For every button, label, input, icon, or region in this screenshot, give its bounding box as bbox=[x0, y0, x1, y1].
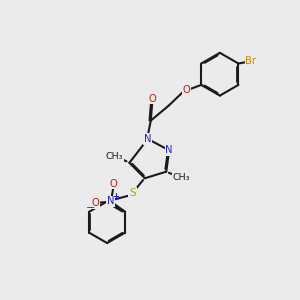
Text: +: + bbox=[112, 192, 119, 201]
Text: O: O bbox=[92, 198, 99, 208]
Text: N: N bbox=[166, 145, 173, 155]
Text: N: N bbox=[144, 134, 152, 144]
Text: CH₃: CH₃ bbox=[106, 152, 123, 161]
Text: O: O bbox=[110, 178, 118, 189]
Text: S: S bbox=[129, 188, 136, 197]
Text: CH₃: CH₃ bbox=[172, 172, 190, 182]
Text: N: N bbox=[107, 196, 115, 206]
Text: Br: Br bbox=[245, 56, 256, 66]
Text: −: − bbox=[85, 203, 95, 213]
Text: O: O bbox=[183, 85, 190, 95]
Text: O: O bbox=[148, 94, 156, 103]
